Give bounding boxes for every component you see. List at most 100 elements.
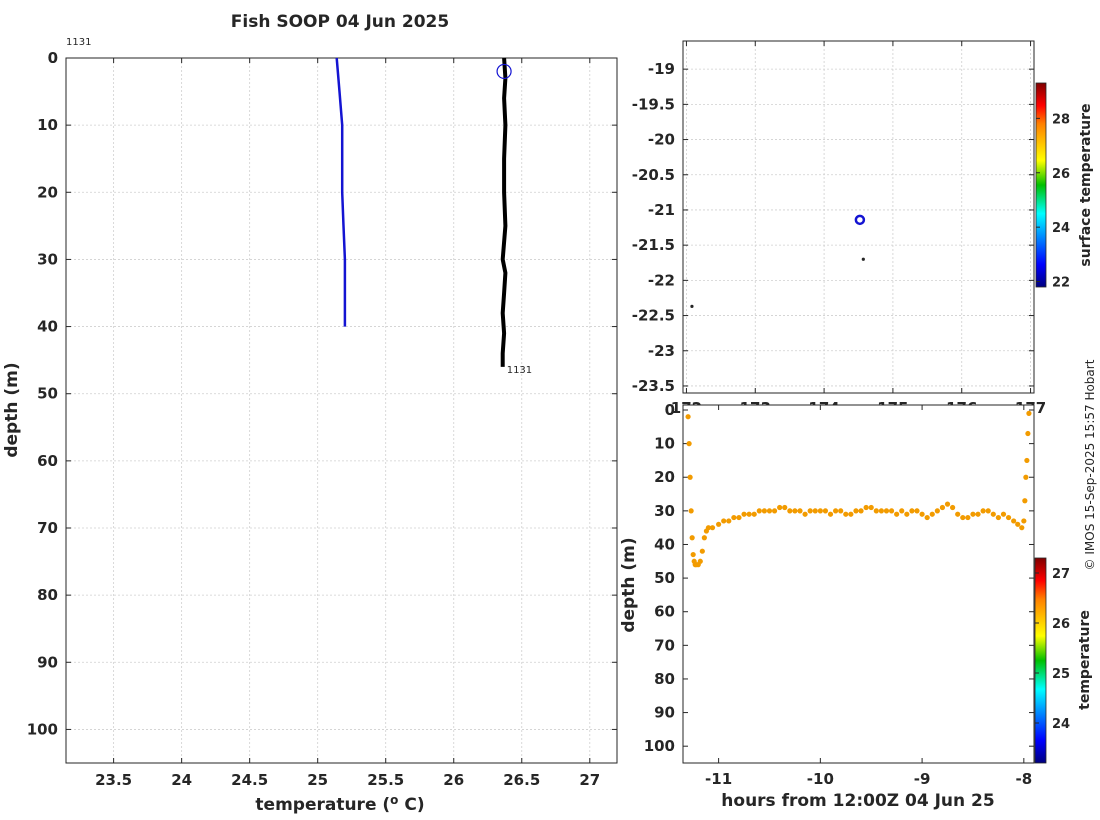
surface-temperature-colorbar (1035, 82, 1047, 288)
colorbar-tick-label: 27 (1052, 567, 1070, 582)
x-tick-label: -11 (705, 770, 732, 788)
temperature-point (970, 511, 976, 517)
latitude-tick-label: -20.5 (632, 166, 675, 184)
temperature-point (716, 521, 722, 527)
temperature-point (944, 501, 951, 507)
y-tick-label: 10 (654, 435, 675, 453)
temperature-point (1000, 511, 1007, 517)
plot-frame (65, 57, 618, 764)
latitude-tick-label: -23 (648, 342, 675, 360)
y-tick-label: 90 (654, 704, 675, 722)
temperature-point (701, 535, 707, 541)
temperature-point (822, 508, 829, 514)
temperature-point (736, 514, 742, 521)
x-tick-label: -8 (1015, 770, 1032, 788)
latitude-tick-label: -23.5 (632, 377, 675, 395)
temperature-point (756, 508, 762, 514)
latitude-tick-label: -22.5 (632, 307, 675, 325)
position-point (690, 304, 694, 309)
temperature-point (863, 504, 869, 511)
colorbar-tick-label: 24 (1052, 221, 1070, 236)
temperature-point (919, 511, 925, 517)
colorbar-tick-label: 26 (1052, 167, 1070, 182)
temperature-point (960, 514, 966, 521)
temperature-point (950, 504, 956, 511)
temperature-point (904, 511, 910, 517)
temperature-point (709, 525, 716, 531)
temperature-point (995, 514, 1001, 521)
temperature-point (787, 508, 793, 514)
temperature-point (934, 508, 940, 514)
temperature-point (1024, 457, 1030, 464)
profile-id-label: 1131 (66, 37, 91, 48)
x-tick-label: -10 (807, 770, 834, 788)
x-tick-label: 26 (443, 771, 464, 789)
y-tick-label: 100 (644, 737, 675, 755)
y-tick-label: 40 (654, 535, 675, 553)
position-map-plot: 172173174175176177-19-19.5-20-20.5-21-21… (632, 40, 1094, 417)
temperature-point (766, 508, 773, 514)
latitude-tick-label: -19 (648, 60, 675, 78)
chart-title: Fish SOOP 04 Jun 2025 (231, 12, 449, 32)
temperature-point (761, 508, 767, 514)
temperature-point (848, 511, 854, 517)
y-tick-label: 80 (37, 586, 58, 604)
temperature-point (894, 511, 900, 517)
x-axis-label: temperature (o C) (255, 793, 424, 815)
profile-line-1 (335, 57, 347, 327)
profile-line-2 (500, 57, 508, 367)
y-tick-label: 20 (654, 468, 675, 486)
colorbar-label: surface temperature (1078, 103, 1094, 266)
y-tick-label: 50 (37, 385, 58, 403)
x-tick-label: 26.5 (503, 771, 540, 789)
temperature-point (802, 511, 808, 517)
y-axis-label: depth (m) (2, 362, 22, 457)
temperature-point (741, 511, 747, 517)
temperature-point (853, 508, 859, 514)
temperature-point (1011, 518, 1017, 524)
temperature-point (1025, 430, 1031, 437)
y-axis-label: depth (m) (619, 537, 639, 632)
y-tick-label: 40 (37, 318, 58, 336)
temperature-point (731, 514, 737, 521)
temperature-colorbar (1034, 557, 1047, 764)
temperature-point (812, 508, 818, 514)
temperature-point (705, 525, 712, 531)
colorbar-tick-label: 26 (1052, 617, 1070, 632)
latitude-tick-label: -19.5 (632, 95, 675, 113)
temperature-point (914, 508, 920, 514)
y-tick-label: 30 (37, 250, 58, 268)
temperature-point (726, 518, 732, 524)
temperature-point (689, 535, 695, 541)
temperature-point (868, 504, 874, 511)
temperature-point (833, 508, 839, 514)
y-tick-label: 70 (654, 636, 675, 654)
temperature-point (797, 508, 803, 514)
x-tick-label: 23.5 (95, 771, 132, 789)
profile-id-label: 1131 (507, 365, 532, 376)
y-tick-label: 90 (37, 653, 58, 671)
temperature-point (721, 518, 727, 524)
y-tick-label: 70 (37, 519, 58, 537)
latitude-tick-label: -21 (648, 201, 675, 219)
temperature-point (843, 511, 849, 517)
temperature-point (1005, 514, 1012, 521)
y-tick-label: 60 (654, 603, 675, 621)
temperature-point (909, 508, 915, 514)
y-tick-label: 10 (37, 116, 58, 134)
x-axis-label: hours from 12:00Z 04 Jun 25 (721, 791, 994, 811)
y-tick-label: 100 (27, 720, 58, 738)
temperature-point (858, 508, 864, 514)
latitude-tick-label: -22 (648, 271, 675, 289)
temperature-point (883, 508, 890, 514)
colorbar-tick-label: 24 (1052, 717, 1070, 732)
temperature-point (697, 558, 703, 564)
y-tick-label: 20 (37, 183, 58, 201)
temperature-point (792, 508, 798, 514)
temperature-point (771, 508, 778, 514)
temperature-point (782, 504, 788, 511)
temperature-point (687, 474, 693, 480)
y-tick-label: 80 (654, 670, 675, 688)
x-tick-label: 25 (307, 771, 328, 789)
temperature-point (751, 511, 757, 517)
